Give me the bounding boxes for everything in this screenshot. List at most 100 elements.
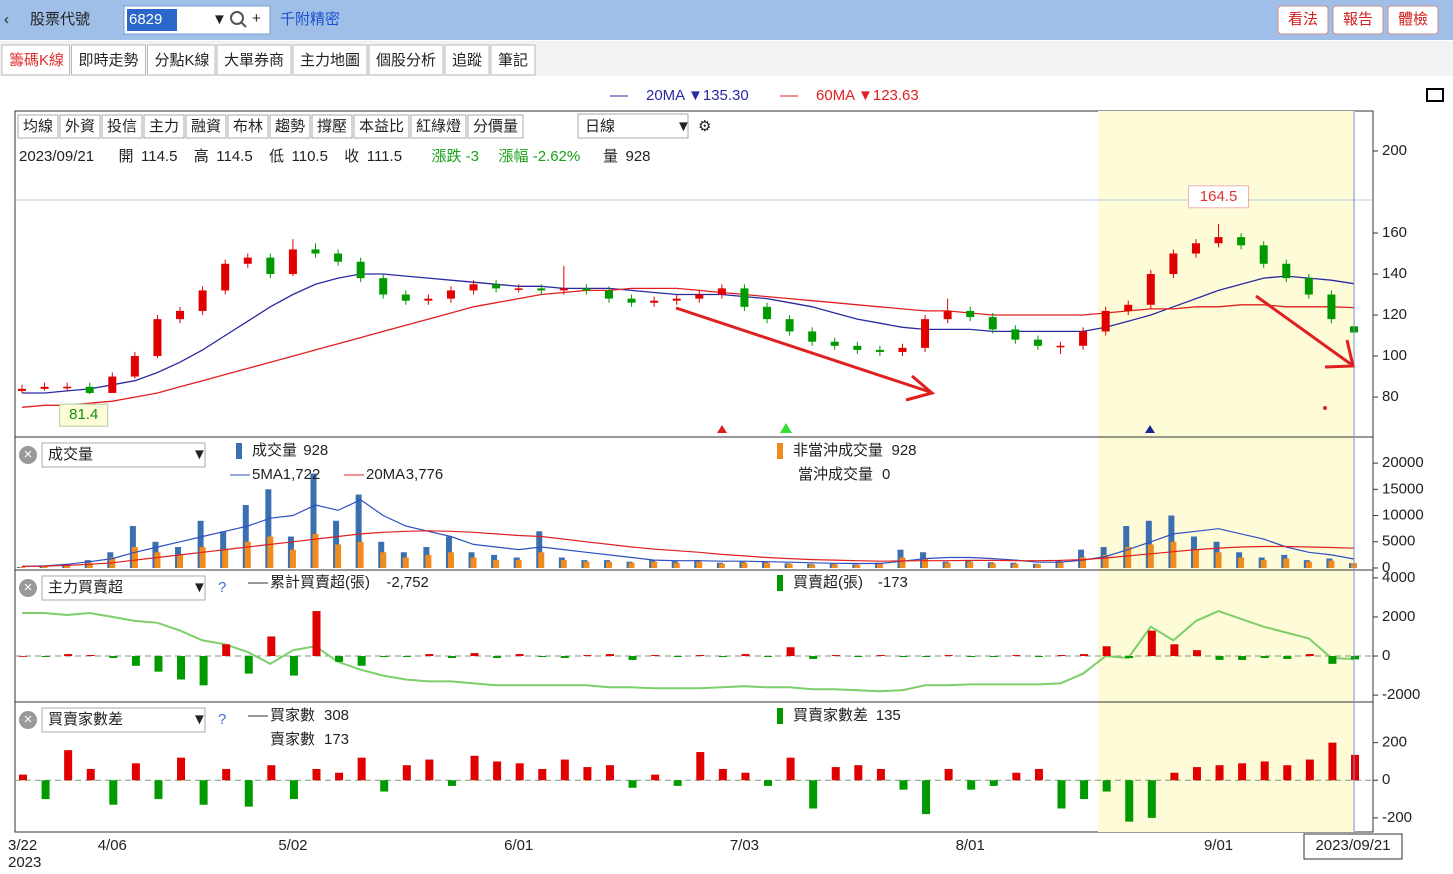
tool-label[interactable]: 紅綠燈 [416,118,461,135]
bar [312,533,319,568]
tool-label[interactable]: 外資 [65,118,95,135]
tool-button[interactable] [353,114,410,139]
legend-value: ▼135.30 [688,87,749,104]
tool-button[interactable] [227,114,269,139]
tool-button[interactable] [311,114,353,139]
period-label[interactable]: 日線 [585,118,615,135]
help-icon[interactable]: ? [218,711,226,728]
dropdown-arrow[interactable]: ▼ [192,446,207,463]
tab[interactable] [147,44,216,76]
bar [222,549,229,568]
panel-select[interactable] [41,707,206,733]
tab-label[interactable]: 主力地圖 [300,52,360,69]
panel-select[interactable] [41,442,206,468]
tool-label[interactable]: 布林 [233,118,263,135]
tool-label[interactable]: 融資 [191,118,221,135]
tab-label[interactable]: 個股分析 [376,52,436,69]
bar [673,562,680,568]
tab[interactable] [444,44,490,76]
tab[interactable] [216,44,292,76]
tab[interactable] [292,44,368,76]
close-icon[interactable] [19,711,37,729]
header-button[interactable] [1387,5,1439,35]
legend-label: 買家數 [270,707,315,724]
panel-select[interactable] [41,575,206,601]
candle-body [1079,331,1088,346]
period-select[interactable] [577,113,689,139]
tab[interactable] [490,44,536,76]
back-label[interactable]: 股票代號 [30,11,90,28]
search-icon[interactable] [230,11,244,25]
tab-label[interactable]: 分點K線 [155,52,210,69]
close-x[interactable]: × [24,579,33,596]
tab[interactable] [368,44,444,76]
moving-average [22,273,1355,394]
legend-label: 20MA [646,87,685,104]
header-button[interactable] [1332,5,1384,35]
bar [1147,544,1154,568]
bar [355,494,362,568]
header-button-label[interactable]: 看法 [1288,11,1318,28]
back-arrow[interactable]: ‹ [4,11,9,28]
help-icon[interactable]: ? [218,579,226,596]
tab[interactable] [71,44,146,76]
panel-select-label[interactable]: 買賣家數差 [48,711,123,728]
dropdown-arrow[interactable]: ▼ [192,711,207,728]
tool-button[interactable] [410,114,467,139]
bar [267,765,276,781]
tool-button[interactable] [101,114,143,139]
candle-body [1191,243,1200,254]
tool-button[interactable] [467,114,524,139]
close-x[interactable]: × [24,446,33,463]
tool-label[interactable]: 撐壓 [317,118,347,135]
legend-swatch [777,708,783,724]
close-x[interactable]: × [24,711,33,728]
y-tick-label: 0 [1382,771,1390,788]
tab-label[interactable]: 籌碼K線 [9,52,64,69]
bar [64,564,71,568]
tool-button[interactable] [185,114,227,139]
legend-value: 928 [892,442,917,459]
tool-button[interactable] [269,114,311,139]
close-icon[interactable] [19,579,37,597]
tab-label[interactable]: 筆記 [498,52,528,69]
tool-button[interactable] [143,114,185,139]
header-button-label[interactable]: 報告 [1343,11,1373,28]
close-icon[interactable] [19,446,37,464]
tool-button[interactable] [17,114,59,139]
tool-label[interactable]: 本益比 [359,118,404,135]
tool-label[interactable]: 投信 [107,118,137,135]
panel-select-label[interactable]: 主力買賣超 [48,579,123,596]
dropdown-arrow[interactable]: ▼ [192,579,207,596]
tab-label[interactable]: 追蹤 [452,52,482,69]
settings-icon[interactable]: ⚙ [698,118,711,135]
bar [19,656,27,657]
tool-label[interactable]: 均線 [23,118,53,135]
tab[interactable] [1,44,70,76]
dropdown-arrow[interactable]: ▼ [676,118,691,135]
tool-label[interactable]: 趨勢 [275,118,305,135]
header-button-label[interactable]: 體檢 [1398,11,1428,28]
tab-label[interactable]: 即時走勢 [79,52,139,69]
bar [967,561,974,568]
tool-label[interactable]: 主力 [149,118,179,135]
add-icon[interactable]: + [252,10,261,27]
candle-body [943,310,952,320]
series-line [21,499,1355,567]
candle-body [18,388,26,391]
bar [696,655,705,657]
stock-code[interactable]: 6829 [129,11,162,28]
panel-select-label[interactable]: 成交量 [48,445,93,463]
bar [536,531,543,568]
bar [1283,656,1292,659]
search-icon [240,21,247,28]
lock-icon[interactable] [1426,88,1444,102]
tool-label[interactable]: 分價量 [473,118,518,135]
bar [222,644,231,657]
tab-label[interactable]: 大單券商 [224,52,284,69]
bar [741,772,750,781]
tool-button[interactable] [59,114,101,139]
header-button[interactable] [1277,5,1329,35]
dropdown-arrow[interactable]: ▼ [212,11,227,28]
